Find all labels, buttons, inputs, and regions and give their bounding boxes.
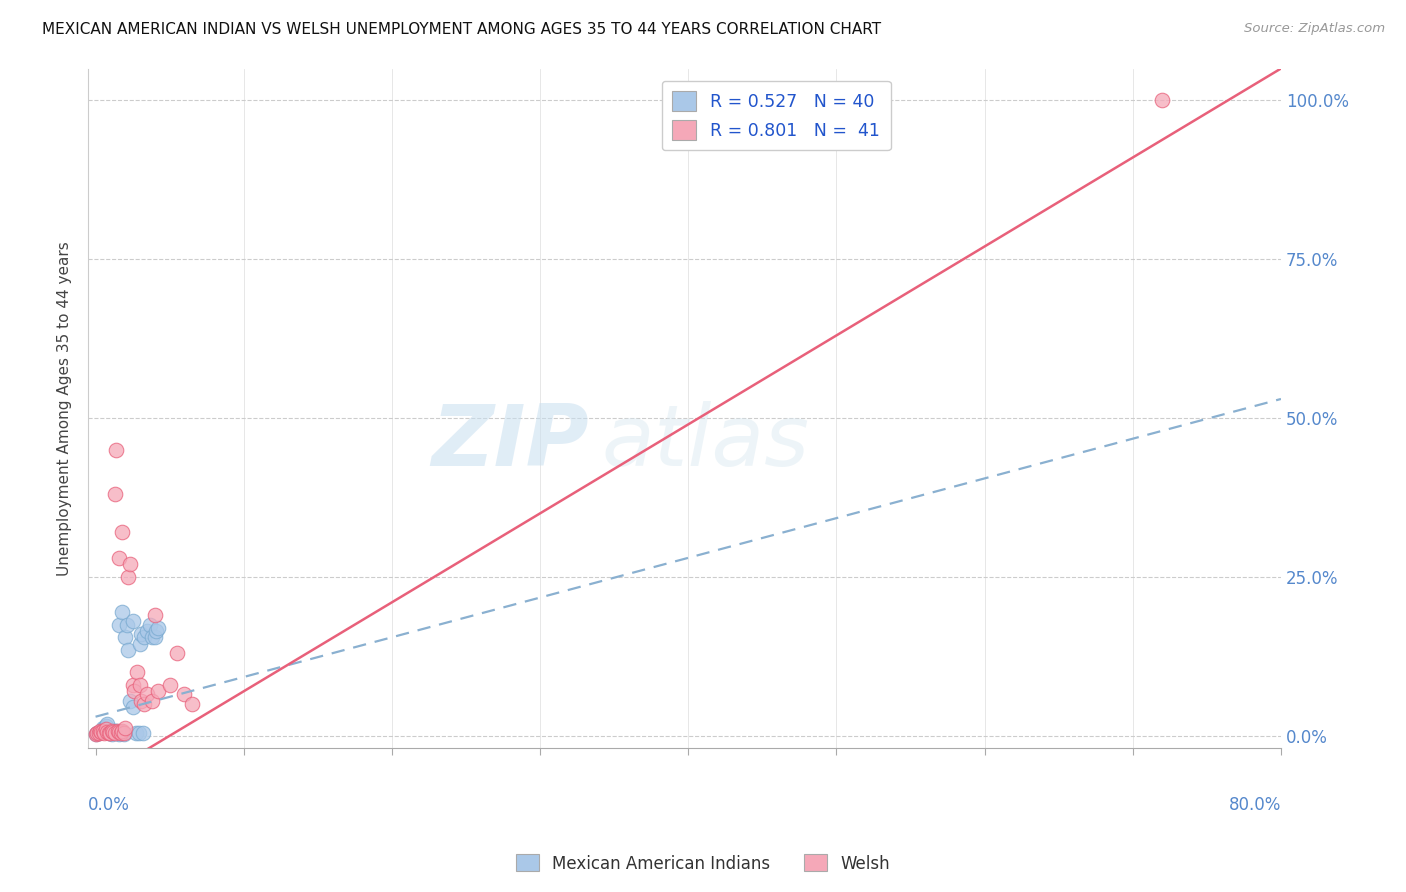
Point xyxy=(117,570,139,584)
Point xyxy=(101,727,124,741)
Point xyxy=(105,442,128,457)
Point xyxy=(125,665,148,680)
Y-axis label: Unemployment Among Ages 35 to 44 years: Unemployment Among Ages 35 to 44 years xyxy=(58,241,72,576)
Point xyxy=(139,617,162,632)
Point xyxy=(122,684,145,698)
Point xyxy=(97,725,120,739)
Point xyxy=(104,487,127,501)
Point xyxy=(129,678,152,692)
Legend: Mexican American Indians, Welsh: Mexican American Indians, Welsh xyxy=(509,847,897,880)
Text: ZIP: ZIP xyxy=(432,401,589,484)
Point xyxy=(89,725,111,739)
Point xyxy=(166,646,188,660)
Point xyxy=(143,630,166,644)
Point xyxy=(110,725,132,739)
Point xyxy=(112,727,135,741)
Point xyxy=(110,725,132,739)
Point xyxy=(93,723,115,737)
Point xyxy=(90,725,112,739)
Point xyxy=(117,643,139,657)
Point xyxy=(104,723,127,738)
Point xyxy=(103,725,125,739)
Point xyxy=(107,724,129,739)
Point xyxy=(118,558,141,572)
Point xyxy=(141,630,163,644)
Point xyxy=(121,700,143,714)
Point xyxy=(141,694,163,708)
Point xyxy=(90,723,112,738)
Point xyxy=(145,624,167,638)
Point xyxy=(124,725,146,739)
Point xyxy=(1152,93,1174,107)
Text: 0.0%: 0.0% xyxy=(89,796,129,814)
Point xyxy=(128,725,150,739)
Point xyxy=(87,726,110,740)
Point xyxy=(180,697,202,711)
Point xyxy=(108,550,131,565)
Text: MEXICAN AMERICAN INDIAN VS WELSH UNEMPLOYMENT AMONG AGES 35 TO 44 YEARS CORRELAT: MEXICAN AMERICAN INDIAN VS WELSH UNEMPLO… xyxy=(42,22,882,37)
Point xyxy=(108,725,131,739)
Point xyxy=(173,688,195,702)
Point xyxy=(103,725,125,739)
Point xyxy=(93,725,115,739)
Point xyxy=(104,725,127,739)
Point xyxy=(101,723,124,738)
Point xyxy=(129,637,152,651)
Point xyxy=(94,723,117,737)
Point xyxy=(111,525,134,540)
Point xyxy=(108,617,131,632)
Point xyxy=(91,723,114,738)
Point xyxy=(132,725,155,739)
Text: 80.0%: 80.0% xyxy=(1229,796,1281,814)
Point xyxy=(136,688,159,702)
Point xyxy=(107,725,129,739)
Point xyxy=(84,727,107,741)
Point xyxy=(84,727,107,741)
Point xyxy=(136,624,159,638)
Text: atlas: atlas xyxy=(600,401,808,484)
Point xyxy=(86,725,108,739)
Point xyxy=(94,719,117,733)
Point xyxy=(146,621,169,635)
Point xyxy=(105,724,128,739)
Point xyxy=(143,607,166,622)
Point xyxy=(111,605,134,619)
Point xyxy=(146,684,169,698)
Point xyxy=(159,678,181,692)
Point xyxy=(100,726,122,740)
Point xyxy=(108,727,131,741)
Point xyxy=(118,694,141,708)
Point xyxy=(131,627,153,641)
Point xyxy=(111,723,134,738)
Text: Source: ZipAtlas.com: Source: ZipAtlas.com xyxy=(1244,22,1385,36)
Legend: R = 0.527   N = 40, R = 0.801   N =  41: R = 0.527 N = 40, R = 0.801 N = 41 xyxy=(662,80,890,150)
Point xyxy=(134,630,156,644)
Point xyxy=(100,726,122,740)
Point xyxy=(86,725,108,739)
Point xyxy=(112,725,135,739)
Point xyxy=(97,725,120,739)
Point xyxy=(134,697,156,711)
Point xyxy=(89,724,111,739)
Point xyxy=(96,725,118,739)
Point xyxy=(115,617,138,632)
Point xyxy=(96,717,118,731)
Point xyxy=(121,615,143,629)
Point xyxy=(114,721,136,735)
Point xyxy=(87,726,110,740)
Point xyxy=(91,721,114,735)
Point xyxy=(131,694,153,708)
Point xyxy=(111,726,134,740)
Point xyxy=(114,630,136,644)
Point xyxy=(121,678,143,692)
